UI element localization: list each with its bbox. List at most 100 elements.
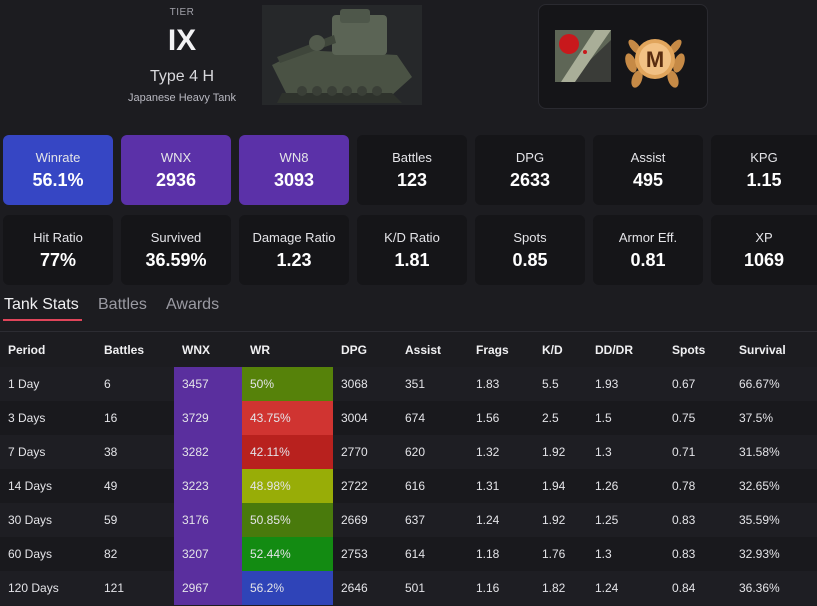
cell-wnx: 3282 xyxy=(174,435,242,469)
tab-tank-stats[interactable]: Tank Stats xyxy=(4,296,79,313)
cell-dpg: 2722 xyxy=(333,469,397,503)
stat-value: 1.23 xyxy=(276,249,312,270)
table-row: 60 Days 82 3207 52.44% 2753 614 1.18 1.76 1.3 0.8… xyxy=(0,537,817,571)
cell-assist: 616 xyxy=(397,469,468,503)
cell-assist: 674 xyxy=(397,401,468,435)
cell-wnx: 3729 xyxy=(174,401,242,435)
cell-wr: 56.2% xyxy=(242,571,333,605)
stat-label: Spots xyxy=(513,229,547,245)
cell-battles: 59 xyxy=(96,503,174,537)
cell-dpg: 2669 xyxy=(333,503,397,537)
stat-value: 0.85 xyxy=(512,249,548,270)
tank-type: Japanese Heavy Tank xyxy=(127,92,237,104)
stat-label: WNX xyxy=(160,149,192,165)
tab-awards[interactable]: Awards xyxy=(166,296,220,313)
cell-wnx: 3457 xyxy=(174,367,242,401)
table-row: 120 Days 121 2967 56.2% 2646 501 1.16 1.82 1.24 0… xyxy=(0,571,817,605)
stat-value: 1069 xyxy=(743,249,785,270)
stat-value: 0.81 xyxy=(630,249,666,270)
cell-period: 3 Days xyxy=(0,401,96,435)
stat-value: 1.81 xyxy=(394,249,430,270)
stat-value: 56.1% xyxy=(32,169,84,190)
stat-card-hit-ratio: Hit Ratio 77% xyxy=(3,215,113,285)
cell-assist: 501 xyxy=(397,571,468,605)
cell-frags: 1.32 xyxy=(468,435,534,469)
column-header: DPG xyxy=(341,343,368,357)
stat-label: Survived xyxy=(150,229,202,245)
cell-survival: 32.65% xyxy=(731,469,817,503)
cell-dddr: 1.25 xyxy=(587,503,664,537)
stat-card-spots: Spots 0.85 xyxy=(475,215,585,285)
column-header: Battles xyxy=(104,343,145,357)
mastery-badge-icon: M xyxy=(619,23,691,95)
cell-spots: 0.84 xyxy=(664,571,731,605)
tier-number: IX xyxy=(167,24,197,57)
cell-kd: 1.92 xyxy=(534,435,587,469)
stat-card-dpg: DPG 2633 xyxy=(475,135,585,205)
cell-dddr: 1.24 xyxy=(587,571,664,605)
cell-dddr: 1.26 xyxy=(587,469,664,503)
stat-value: 1.15 xyxy=(746,169,782,190)
cell-wr: 48.98% xyxy=(242,469,333,503)
tank-image xyxy=(262,5,422,105)
cell-wnx: 2967 xyxy=(174,571,242,605)
cell-survival: 36.36% xyxy=(731,571,817,605)
cell-dpg: 2753 xyxy=(333,537,397,571)
table-header-row: Period Battles WNX WR DPG Assist Frags K… xyxy=(0,333,817,367)
cell-wr: 42.11% xyxy=(242,435,333,469)
stat-card-assist: Assist 495 xyxy=(593,135,703,205)
cell-period: 120 Days xyxy=(0,571,96,605)
cell-frags: 1.83 xyxy=(468,367,534,401)
cell-dddr: 1.3 xyxy=(587,435,664,469)
cell-battles: 82 xyxy=(96,537,174,571)
stat-card-battles: Battles 123 xyxy=(357,135,467,205)
cell-wr: 43.75% xyxy=(242,401,333,435)
cell-dpg: 2646 xyxy=(333,571,397,605)
cell-wr: 52.44% xyxy=(242,537,333,571)
cell-dpg: 3004 xyxy=(333,401,397,435)
cell-assist: 620 xyxy=(397,435,468,469)
stat-value: 123 xyxy=(396,169,428,190)
cell-spots: 0.83 xyxy=(664,537,731,571)
table-row: 7 Days 38 3282 42.11% 2770 620 1.32 1.92 1.3 0.71… xyxy=(0,435,817,469)
cell-dpg: 2770 xyxy=(333,435,397,469)
column-header: WNX xyxy=(182,343,210,357)
stat-card-kd-ratio: K/D Ratio 1.81 xyxy=(357,215,467,285)
cell-frags: 1.18 xyxy=(468,537,534,571)
stat-card-kpg: KPG 1.15 xyxy=(711,135,817,205)
stat-label: Battles xyxy=(392,149,432,165)
stat-card-survived: Survived 36.59% xyxy=(121,215,231,285)
stat-label: XP xyxy=(755,229,773,245)
column-header: Survival xyxy=(739,343,786,357)
stat-label: Winrate xyxy=(35,149,81,165)
column-header: Frags xyxy=(476,343,509,357)
cell-period: 60 Days xyxy=(0,537,96,571)
cell-spots: 0.83 xyxy=(664,503,731,537)
cell-battles: 16 xyxy=(96,401,174,435)
tab-battles[interactable]: Battles xyxy=(98,296,147,313)
period-stats-table: Period Battles WNX WR DPG Assist Frags K… xyxy=(0,333,817,605)
cell-period: 1 Day xyxy=(0,367,96,401)
stat-card-winrate: Winrate 56.1% xyxy=(3,135,113,205)
cell-survival: 37.5% xyxy=(731,401,817,435)
cell-spots: 0.67 xyxy=(664,367,731,401)
cell-wr: 50% xyxy=(242,367,333,401)
column-header: Assist xyxy=(405,343,442,357)
cell-kd: 1.92 xyxy=(534,503,587,537)
cell-assist: 351 xyxy=(397,367,468,401)
stat-card-wnx: WNX 2936 xyxy=(121,135,231,205)
cell-frags: 1.31 xyxy=(468,469,534,503)
cell-wnx: 3207 xyxy=(174,537,242,571)
stat-label: Assist xyxy=(630,149,666,165)
stat-value: 3093 xyxy=(273,169,315,190)
cell-survival: 31.58% xyxy=(731,435,817,469)
cell-dpg: 3068 xyxy=(333,367,397,401)
cell-period: 14 Days xyxy=(0,469,96,503)
stat-label: Armor Eff. xyxy=(618,229,678,245)
cell-assist: 637 xyxy=(397,503,468,537)
cell-battles: 121 xyxy=(96,571,174,605)
cell-spots: 0.75 xyxy=(664,401,731,435)
nation-flag-icon xyxy=(555,30,611,82)
stat-card-wn8: WN8 3093 xyxy=(239,135,349,205)
stat-label: Damage Ratio xyxy=(252,229,336,245)
